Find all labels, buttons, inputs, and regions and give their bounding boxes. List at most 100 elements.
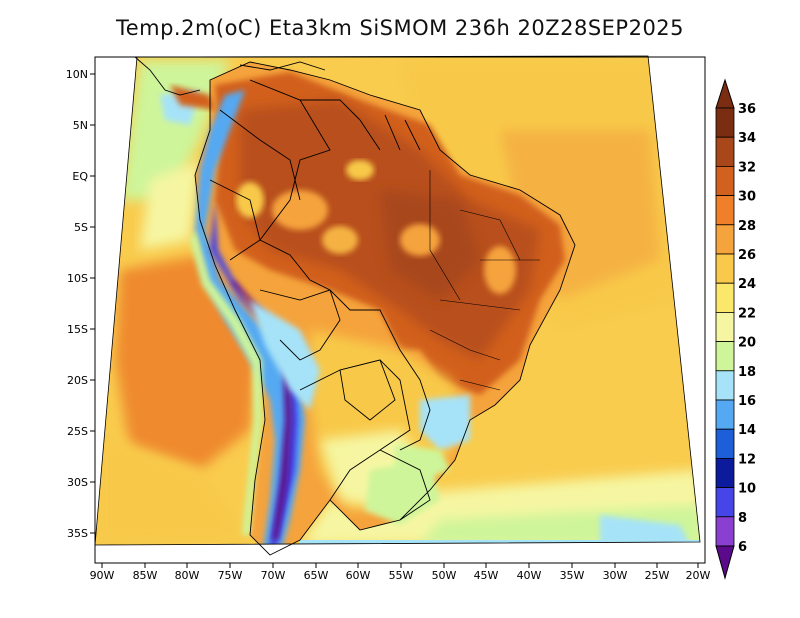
x-tick: 25W xyxy=(645,563,670,582)
colombia-border xyxy=(219,109,301,201)
temperature-field xyxy=(95,56,700,545)
y-tick-label: 10S xyxy=(67,272,88,285)
x-tick-label: 80W xyxy=(175,569,200,582)
x-tick: 40W xyxy=(517,563,542,582)
y-tick: 5S xyxy=(74,221,95,234)
y-tick: 25S xyxy=(67,425,95,438)
colorbar-swatch xyxy=(715,136,735,167)
x-tick: 45W xyxy=(474,563,499,582)
colorbar-label: 30 xyxy=(738,190,756,205)
colorbar-swatch xyxy=(715,195,735,226)
y-tick: 20S xyxy=(67,374,95,387)
x-tick-label: 85W xyxy=(133,569,158,582)
y-tick-label: 15S xyxy=(67,323,88,336)
x-tick: 90W xyxy=(90,563,115,582)
x-tick-label: 30W xyxy=(603,569,628,582)
colorbar-label: 8 xyxy=(738,511,747,526)
x-tick: 75W xyxy=(218,563,243,582)
x-tick: 35W xyxy=(560,563,585,582)
colorbar-label: 20 xyxy=(738,336,756,351)
colorbar-swatch xyxy=(715,107,735,138)
colorbar-label: 14 xyxy=(738,423,756,438)
x-tick-label: 65W xyxy=(304,569,329,582)
y-tick: 10S xyxy=(67,272,95,285)
x-tick-label: 35W xyxy=(560,569,585,582)
x-tick: 70W xyxy=(261,563,286,582)
x-tick-label: 60W xyxy=(346,569,371,582)
x-tick-label: 90W xyxy=(90,569,115,582)
colorbar-label: 24 xyxy=(738,277,756,292)
colorbar-swatch xyxy=(715,311,735,342)
x-tick: 65W xyxy=(304,563,329,582)
paraguay-border xyxy=(339,359,396,421)
map-frame xyxy=(94,55,701,546)
y-tick-label: 5S xyxy=(74,221,88,234)
colorbar-max-arrow xyxy=(715,78,735,109)
y-tick-label: 25S xyxy=(67,425,88,438)
y-tick-label: EQ xyxy=(72,170,88,183)
colorbar-label: 10 xyxy=(738,482,756,497)
colorbar-label: 16 xyxy=(738,394,756,409)
colorbar-swatch xyxy=(715,457,735,488)
colorbar-swatch xyxy=(715,399,735,430)
colorbar-label: 36 xyxy=(738,102,756,117)
caribbean-coast xyxy=(239,61,326,71)
y-tick: 30S xyxy=(67,476,95,489)
axes-box xyxy=(94,56,706,564)
colorbar-swatch xyxy=(715,224,735,255)
colorbar-label: 28 xyxy=(738,219,756,234)
colorbar-label: 34 xyxy=(738,131,756,146)
colorbar-swatch xyxy=(715,428,735,459)
colorbar-min-arrow xyxy=(715,545,735,580)
continent-coastline xyxy=(194,61,576,556)
x-tick: 20W xyxy=(686,563,711,582)
y-tick-label: 10N xyxy=(66,68,88,81)
colorbar-label: 26 xyxy=(738,248,756,263)
map-title: Temp.2m(oC) Eta3km SiSMOM 236h 20Z28SEP2… xyxy=(115,16,685,40)
x-tick: 60W xyxy=(346,563,371,582)
colorbar-label: 22 xyxy=(738,306,756,321)
central-america xyxy=(134,56,201,96)
colorbar-label: 32 xyxy=(738,160,756,175)
y-tick-label: 5N xyxy=(73,119,88,132)
borders xyxy=(134,56,576,556)
y-tick: 10N xyxy=(66,68,95,81)
y-tick: 15S xyxy=(67,323,95,336)
x-tick-label: 75W xyxy=(218,569,243,582)
peru-border xyxy=(209,179,261,261)
x-tick: 50W xyxy=(432,563,457,582)
x-tick: 85W xyxy=(133,563,158,582)
colorbar-swatch xyxy=(715,516,735,547)
x-tick-label: 70W xyxy=(261,569,286,582)
x-tick: 55W xyxy=(389,563,414,582)
y-tick: EQ xyxy=(72,170,95,183)
x-tick-label: 25W xyxy=(645,569,670,582)
colorbar-swatch xyxy=(715,341,735,372)
y-tick: 35S xyxy=(67,527,95,540)
y-tick-label: 20S xyxy=(67,374,88,387)
colorbar-swatch xyxy=(715,253,735,284)
colorbar-swatch xyxy=(715,487,735,518)
x-tick-label: 20W xyxy=(686,569,711,582)
colorbar: 36 34 32 30 28 26 24 22 20 18 16 14 12 10 8 6 xyxy=(715,78,756,580)
x-tick: 80W xyxy=(175,563,200,582)
colorbar-swatch xyxy=(715,165,735,196)
y-axis: 10N 5N EQ 5S 10S 15S 20S 25S xyxy=(66,68,95,540)
x-tick-label: 45W xyxy=(474,569,499,582)
x-tick-label: 55W xyxy=(389,569,414,582)
colorbar-label: 12 xyxy=(738,452,756,467)
colorbar-label: 18 xyxy=(738,365,756,380)
colorbar-swatch xyxy=(715,282,735,313)
x-axis: 90W 85W 80W 75W 70W 65W 60W 55W 50W 45W … xyxy=(90,563,711,582)
colorbar-swatch xyxy=(715,370,735,401)
x-tick-label: 50W xyxy=(432,569,457,582)
uruguay-border xyxy=(379,449,431,521)
guianas-borders xyxy=(359,114,421,151)
y-tick-label: 35S xyxy=(67,527,88,540)
y-tick-label: 30S xyxy=(67,476,88,489)
venezuela-border xyxy=(249,79,361,121)
x-tick-label: 40W xyxy=(517,569,542,582)
colorbar-label: 6 xyxy=(738,540,747,555)
bolivia-border xyxy=(259,289,341,361)
